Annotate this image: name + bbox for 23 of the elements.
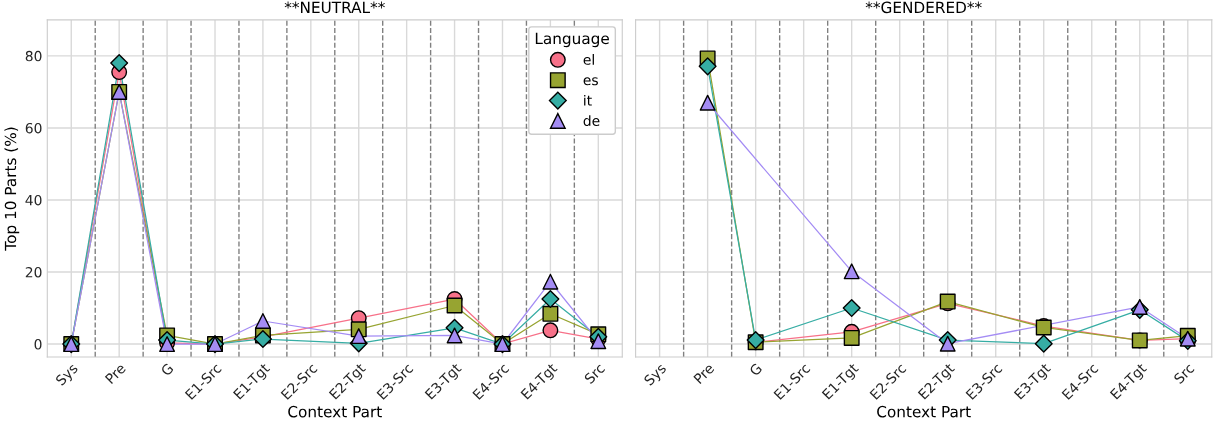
x-tick-label: G <box>160 362 174 377</box>
legend-label: es <box>583 77 598 86</box>
legend-label: it <box>584 94 592 106</box>
legend-label: de <box>583 115 600 127</box>
chart-title: **NEUTRAL** <box>284 1 385 14</box>
legend-title: Language <box>535 32 609 48</box>
x-tick-label: G <box>748 362 763 377</box>
x-tick-label: Sys <box>643 362 669 388</box>
x-tick-label: Pre <box>104 362 127 385</box>
x-tick-label: Src <box>1173 362 1195 385</box>
y-axis-title: Top 10 Parts (%) <box>4 127 20 251</box>
y-tick-label: 80 <box>25 50 42 62</box>
x-axis-title: Context Part <box>288 405 382 418</box>
y-tick-label: 60 <box>25 122 42 134</box>
legend-label: el <box>583 54 594 65</box>
x-tick-label: Sys <box>54 362 81 388</box>
x-axis-title: Context Part <box>877 405 971 418</box>
y-tick-label: 40 <box>25 194 42 206</box>
y-tick-label: 20 <box>25 266 42 278</box>
x-tick-label: Pre <box>693 362 715 385</box>
y-tick-label: 0 <box>34 339 42 350</box>
x-tick-label: Src <box>583 362 606 385</box>
chart-title: **GENDERED** <box>865 1 982 14</box>
